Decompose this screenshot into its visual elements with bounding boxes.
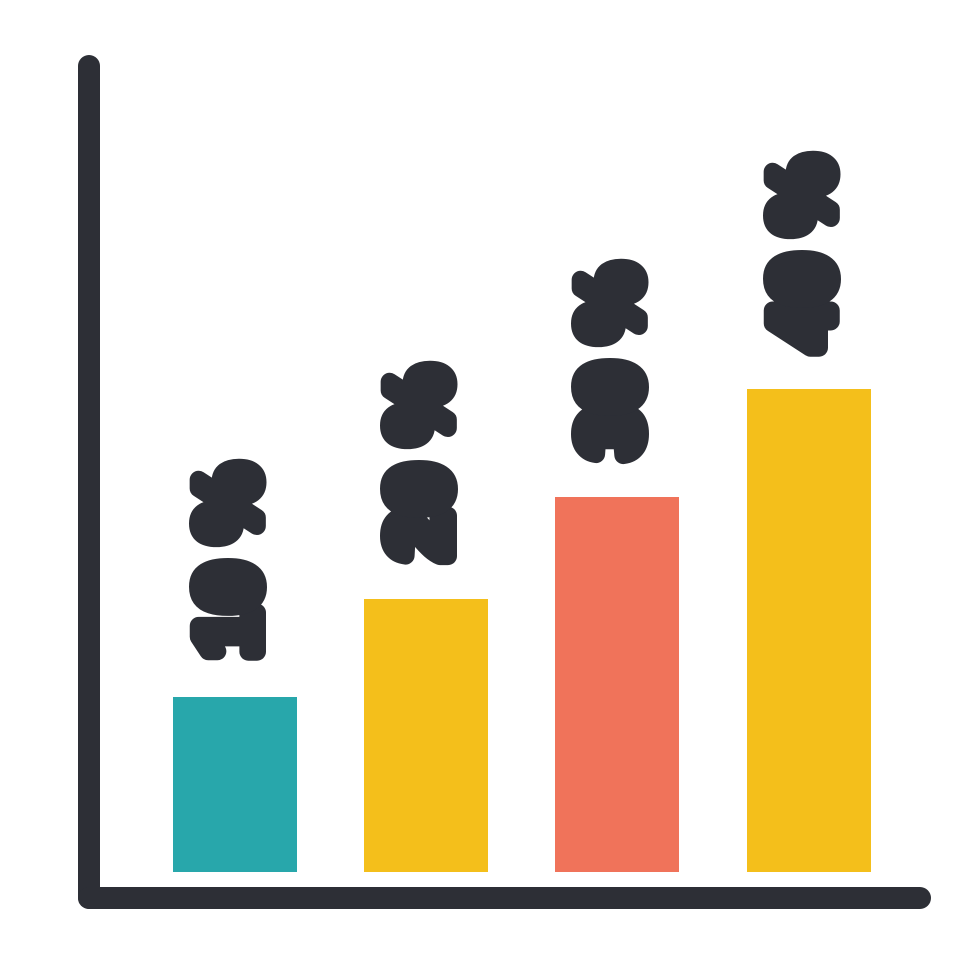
bar-4 <box>747 389 871 872</box>
bar-label-2: 20 % <box>372 368 466 559</box>
bar-3 <box>555 497 679 872</box>
bar-label-4: 40 % <box>755 158 849 349</box>
bar-1 <box>173 697 297 872</box>
bar-2 <box>364 599 488 872</box>
chart-svg: 10 % 20 % 30 % 40 % <box>0 0 980 980</box>
bar-label-3: 30 % <box>563 266 657 457</box>
bar-label-1: 10 % <box>181 466 275 657</box>
bar-chart-icon: 10 % 20 % 30 % 40 % <box>0 0 980 980</box>
